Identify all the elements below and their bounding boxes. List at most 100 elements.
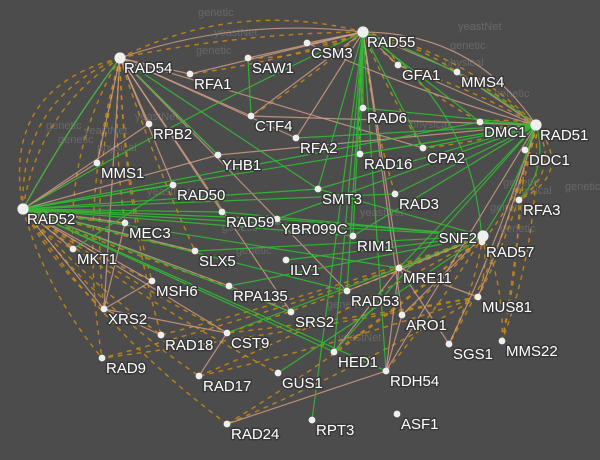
edge-RAD51-RFA3: [518, 124, 553, 201]
edge-RAD52-SNF2: [22, 208, 484, 237]
edge-RAD51-CSM3: [306, 42, 537, 126]
edge-RAD52-MRE11: [22, 208, 400, 269]
node-MMS22[interactable]: [498, 337, 506, 345]
node-RAD16[interactable]: [356, 150, 364, 158]
node-RAD52[interactable]: [17, 203, 29, 215]
edge-type-watermark: genetic: [198, 7, 234, 19]
node-RPA135[interactable]: [225, 282, 233, 290]
node-label-RAD9: RAD9: [106, 360, 146, 377]
edge-RAD52-SMT3: [22, 188, 319, 210]
edge-RAD55-HED1: [333, 31, 364, 353]
node-RFA3[interactable]: [515, 196, 523, 204]
edge-RAD51-CPA2: [422, 124, 537, 149]
node-RAD6[interactable]: [359, 104, 367, 112]
node-ASF1[interactable]: [393, 410, 401, 418]
node-SMT3[interactable]: [314, 185, 322, 193]
node-GFA1[interactable]: [394, 61, 402, 69]
node-MMS1[interactable]: [93, 159, 101, 167]
node-RAD24[interactable]: [223, 420, 231, 428]
node-MMS4[interactable]: [453, 68, 461, 76]
node-RAD18[interactable]: [157, 331, 165, 339]
node-GUS1[interactable]: [274, 369, 282, 377]
node-MUS81[interactable]: [474, 293, 482, 301]
edge-RAD54-RFA1: [119, 57, 191, 75]
node-MSH6[interactable]: [148, 277, 156, 285]
edge-RAD55-RFA1: [189, 31, 364, 75]
node-label-SGS1: SGS1: [453, 346, 493, 363]
node-RAD17[interactable]: [195, 372, 203, 380]
node-RAD51[interactable]: [530, 119, 542, 131]
edge-RAD54-RAD50: [119, 57, 174, 186]
node-RAD50[interactable]: [169, 181, 177, 189]
node-RPT3[interactable]: [308, 416, 316, 424]
edge-RAD52-RAD50: [22, 184, 174, 210]
edge-RAD54-YHB1: [119, 57, 219, 156]
node-label-RAD54: RAD54: [124, 60, 172, 77]
edge-MRE11-MUS81: [398, 267, 479, 298]
edge-RAD51-RAD3: [394, 124, 537, 195]
node-label-GFA1: GFA1: [402, 67, 440, 84]
edge-RAD54-SMT3: [119, 57, 319, 190]
edge-RAD55-SMT3: [317, 31, 364, 190]
node-RAD54[interactable]: [114, 52, 126, 64]
edge-RAD52-MKT1: [22, 208, 74, 250]
edge-RAD51-SGS1: [448, 124, 537, 345]
node-DMC1[interactable]: [476, 118, 484, 126]
node-SRS2[interactable]: [287, 308, 295, 316]
node-SNF2[interactable]: [477, 230, 489, 242]
node-RAD55[interactable]: [357, 26, 369, 38]
edge-RAD52-SRS2: [22, 208, 292, 313]
edge-RAD52-RAD24: [22, 208, 228, 425]
node-RIM1[interactable]: [349, 232, 357, 240]
node-label-MMS1: MMS1: [101, 165, 144, 182]
edge-MUS81-CST9: [226, 296, 479, 334]
node-YBR099C[interactable]: [273, 215, 281, 223]
node-YHB1[interactable]: [214, 151, 222, 159]
node-label-MSH6: MSH6: [156, 283, 198, 300]
node-RAD57[interactable]: [478, 238, 486, 246]
node-RFA1[interactable]: [186, 70, 194, 78]
node-labels-layer: RAD52 RAD54 RAD55 RAD51 SNF2 CSM3 SAW1 GFA1 MMS4…: [26, 33, 590, 445]
edge-RAD55-RAD51: [362, 31, 537, 126]
edge-RAD51-RFA2: [295, 124, 537, 139]
node-SGS1[interactable]: [445, 340, 453, 348]
edge-SNF2-CST9: [226, 235, 484, 334]
edge-RAD55-CTF4: [250, 31, 364, 117]
node-CPA2[interactable]: [419, 144, 427, 152]
edge-RAD54-SLX5: [119, 57, 196, 252]
node-HED1[interactable]: [330, 348, 338, 356]
node-CSM3[interactable]: [303, 39, 311, 47]
node-MKT1[interactable]: [69, 245, 77, 253]
node-RAD53[interactable]: [343, 287, 351, 295]
node-RDH54[interactable]: [382, 367, 390, 375]
node-RAD3[interactable]: [391, 190, 399, 198]
node-ILV1[interactable]: [282, 256, 290, 264]
edge-type-watermark: physical: [444, 57, 484, 69]
node-RAD59[interactable]: [218, 208, 226, 216]
edge-RAD51-MMS22: [501, 124, 538, 342]
node-SAW1[interactable]: [244, 54, 252, 62]
node-RFA2[interactable]: [292, 134, 300, 142]
node-RPB2[interactable]: [145, 120, 153, 128]
node-MEC3[interactable]: [121, 219, 129, 227]
edge-type-watermark: genetic: [222, 222, 258, 234]
edge-RAD55-RAD51: [362, 31, 537, 126]
node-ARO1[interactable]: [398, 311, 406, 319]
node-MRE11[interactable]: [395, 264, 403, 272]
node-label-DMC1: DMC1: [484, 124, 527, 141]
node-label-RAD24: RAD24: [231, 426, 279, 443]
node-label-CSM3: CSM3: [311, 45, 353, 62]
edge-RAD51-GFA1: [397, 64, 537, 126]
node-XRS2[interactable]: [100, 305, 108, 313]
node-SLX5[interactable]: [191, 247, 199, 255]
node-label-ARO1: ARO1: [406, 317, 447, 334]
node-CST9[interactable]: [223, 329, 231, 337]
edge-RAD54-MKT1: [71, 57, 121, 250]
node-label-MRE11: MRE11: [403, 270, 452, 287]
node-label-MUS81: MUS81: [482, 299, 532, 316]
node-CTF4[interactable]: [247, 112, 255, 120]
node-RAD9[interactable]: [98, 354, 106, 362]
node-DDC1[interactable]: [521, 146, 529, 154]
